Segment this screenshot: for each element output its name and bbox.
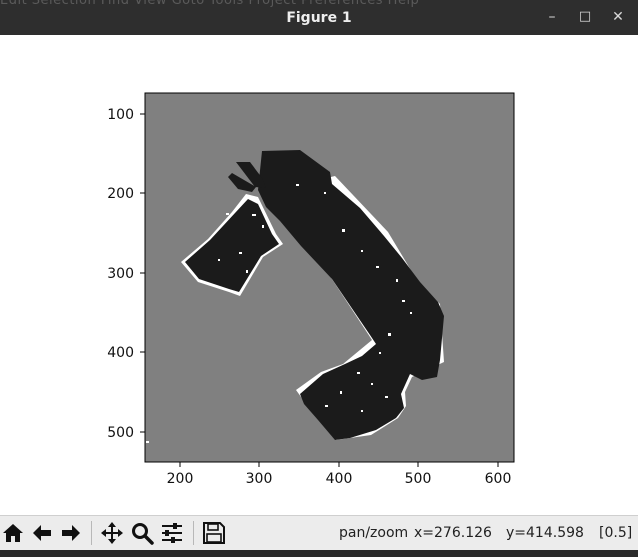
free-specks — [146, 184, 412, 443]
axes-frame — [144, 92, 515, 463]
figure-canvas[interactable]: 100 200 300 400 500 200 300 400 500 600 — [0, 35, 638, 515]
navigation-toolbar: pan/zoom x=276.126 y=414.598 [0.5] — [0, 515, 638, 551]
y-tick-label: 300 — [107, 266, 134, 282]
minimize-button[interactable]: – — [548, 9, 556, 25]
window-bottom-edge — [0, 550, 638, 557]
status-y-coordinate: y=414.598 — [506, 525, 584, 541]
occupied-region — [185, 150, 444, 440]
status-pixel-value: [0.5] — [599, 525, 633, 541]
close-button[interactable]: ✕ — [612, 9, 624, 25]
configure-subplots-icon[interactable] — [159, 520, 185, 546]
y-tick-label: 500 — [107, 425, 134, 441]
y-tick-label: 100 — [107, 107, 134, 123]
status-mode: pan/zoom — [339, 525, 409, 541]
x-tick-label: 600 — [485, 471, 512, 487]
y-tick-label: 400 — [107, 345, 134, 361]
window-title-bar[interactable]: Edit Selection Find View Goto Tools Proj… — [0, 0, 638, 35]
y-tick-marks — [140, 113, 145, 433]
toolbar-separator — [91, 521, 92, 545]
x-tick-label: 200 — [167, 471, 194, 487]
maximize-button[interactable]: □ — [578, 9, 592, 24]
x-tick-label: 300 — [246, 471, 273, 487]
x-tick-marks — [179, 462, 499, 467]
x-tick-label: 500 — [405, 471, 432, 487]
forward-arrow-icon[interactable] — [58, 520, 84, 546]
plot-svg[interactable]: 100 200 300 400 500 200 300 400 500 600 — [0, 35, 638, 515]
save-floppy-icon[interactable] — [201, 520, 227, 546]
y-tick-label: 200 — [107, 186, 134, 202]
x-tick-label: 400 — [326, 471, 353, 487]
back-arrow-icon[interactable] — [29, 520, 55, 546]
background-menu-text: Edit Selection Find View Goto Tools Proj… — [0, 0, 420, 8]
status-x-coordinate: x=276.126 — [414, 525, 492, 541]
zoom-magnifier-icon[interactable] — [129, 520, 155, 546]
pan-move-icon[interactable] — [99, 520, 125, 546]
home-icon[interactable] — [0, 520, 26, 546]
toolbar-separator — [193, 521, 194, 545]
window-title: Figure 1 — [286, 10, 352, 26]
